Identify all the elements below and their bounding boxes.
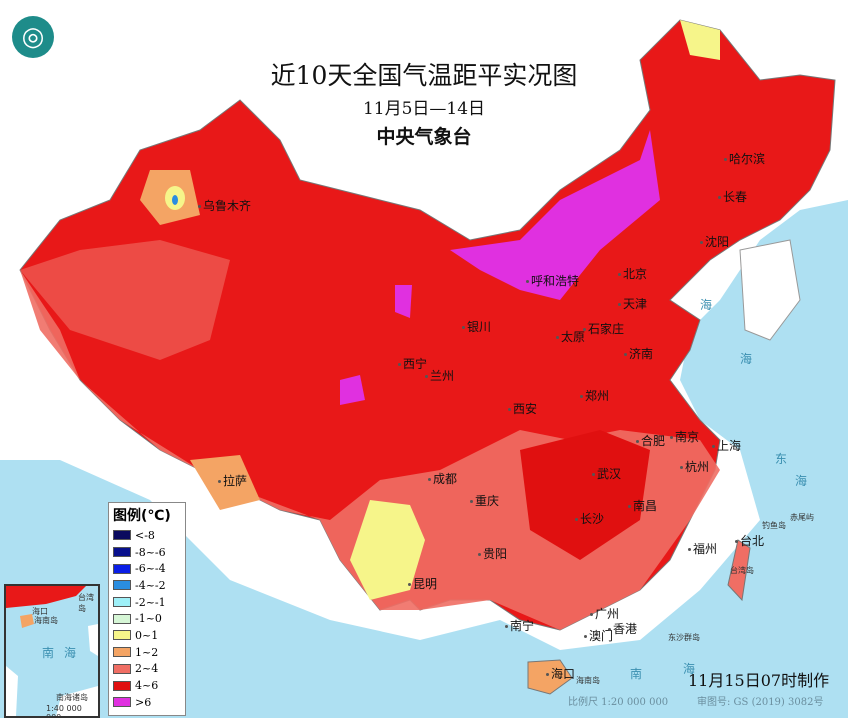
sea-label: 海 [700, 298, 713, 312]
legend-swatch [113, 530, 131, 541]
legend-swatch [113, 580, 131, 591]
sea-label: 海 [740, 352, 753, 366]
legend-item: >6 [113, 694, 181, 711]
legend-item: -6~-4 [113, 560, 181, 577]
city-label: 西宁 [398, 355, 427, 372]
map-title: 近10天全国气温距平实况图 [270, 61, 578, 90]
city-label: 济南 [624, 345, 653, 362]
city-label: 广州 [590, 605, 619, 622]
city-label: 澳门 [584, 627, 613, 644]
date-range: 11月5日—14日 [362, 99, 486, 119]
city-label: 银川 [462, 318, 491, 335]
legend-label: 0~1 [135, 628, 159, 642]
city-label: 上海 [712, 437, 741, 454]
legend-label: -4~-2 [135, 578, 166, 592]
city-label: 哈尔滨 [724, 150, 765, 167]
legend-item: <-8 [113, 527, 181, 544]
city-label: 南昌 [628, 497, 657, 514]
inset-label: 海口 [32, 607, 48, 616]
legend-label: 1~2 [135, 645, 159, 659]
island-label: 海南岛 [576, 676, 600, 685]
legend-swatch [113, 547, 131, 558]
legend-item: 1~2 [113, 644, 181, 661]
legend-label: 2~4 [135, 662, 159, 676]
city-label: 北京 [618, 265, 647, 282]
island-label: 东沙群岛 [668, 633, 700, 642]
south-china-sea-inset: 海口 海南岛 台湾岛 南 海 南海诸岛 1:40 000 000 [4, 584, 100, 718]
legend-label: >6 [135, 695, 152, 709]
city-label: 南宁 [505, 617, 534, 634]
legend-item: -4~-2 [113, 577, 181, 594]
legend-label: 4~6 [135, 679, 159, 693]
legend-item: -8~-6 [113, 544, 181, 561]
city-label: 台北 [735, 532, 764, 549]
island-label: 赤尾屿 [790, 513, 814, 522]
map-approval-number: 审图号: GS (2019) 3082号 [697, 697, 824, 708]
city-label: 石家庄 [583, 320, 624, 337]
sea-label: 海 [683, 662, 696, 676]
legend-item: 0~1 [113, 627, 181, 644]
sea-label: 南 [630, 667, 643, 681]
legend-label: -2~-1 [135, 595, 166, 609]
island-label: 钓鱼岛 [762, 521, 786, 530]
city-label: 福州 [688, 540, 717, 557]
agency: 中央气象台 [376, 126, 472, 148]
legend-swatch [113, 613, 131, 624]
inset-label: 台湾岛 [78, 593, 94, 613]
sea-label: 海 [795, 474, 808, 488]
city-label: 重庆 [470, 492, 499, 509]
city-label: 长春 [718, 188, 747, 205]
legend-item: 4~6 [113, 677, 181, 694]
sea-label: 东 [775, 452, 788, 466]
city-label: 乌鲁木齐 [198, 197, 251, 214]
legend-label: -8~-6 [135, 545, 166, 559]
legend-label: -6~-4 [135, 562, 166, 576]
city-label: 昆明 [408, 575, 437, 592]
legend-swatch [113, 630, 131, 641]
legend-swatch [113, 680, 131, 691]
city-label: 沈阳 [700, 233, 729, 250]
inset-label: 南海诸岛 [56, 693, 88, 702]
production-time: 11月15日07时制作 [688, 671, 830, 690]
city-label: 杭州 [680, 458, 709, 475]
legend-item: -1~0 [113, 610, 181, 627]
city-label: 武汉 [592, 465, 621, 482]
legend-item: 2~4 [113, 661, 181, 678]
legend-swatch [113, 563, 131, 574]
legend-swatch [113, 647, 131, 658]
legend-title: 图例(℃) [113, 508, 171, 524]
city-label: 合肥 [636, 432, 665, 449]
city-label: 贵阳 [478, 545, 507, 562]
city-label: 郑州 [580, 387, 609, 404]
city-label: 拉萨 [218, 472, 247, 489]
legend-swatch [113, 597, 131, 608]
city-label: 香港 [608, 620, 637, 637]
legend-label: <-8 [135, 528, 155, 542]
legend: 图例(℃) <-8 -8~-6 -6~-4 -4~-2 -2~-1 -1~0 0~1 1~2 2… [108, 502, 186, 716]
map-scale: 比例尺 1:20 000 000 [568, 697, 669, 708]
inset-label: 海南岛 [34, 616, 58, 625]
city-label: 成都 [428, 470, 457, 487]
island-label: 台湾岛 [730, 566, 754, 575]
legend-label: -1~0 [135, 612, 162, 626]
city-label: 天津 [618, 295, 647, 312]
inset-label: 南 [42, 646, 55, 660]
city-label: 西安 [508, 400, 537, 417]
legend-swatch [113, 697, 131, 708]
inset-scale: 1:40 000 000 [46, 704, 82, 718]
city-label: 长沙 [575, 510, 604, 527]
inset-label: 海 [64, 646, 77, 660]
city-label: 呼和浩特 [526, 272, 579, 289]
city-label: 太原 [556, 328, 585, 345]
city-label: 兰州 [425, 367, 454, 384]
legend-item: -2~-1 [113, 594, 181, 611]
city-label: 海口 [546, 665, 575, 682]
city-label: 南京 [670, 428, 699, 445]
legend-swatch [113, 663, 131, 674]
cma-logo-icon: ◎ [12, 16, 54, 58]
